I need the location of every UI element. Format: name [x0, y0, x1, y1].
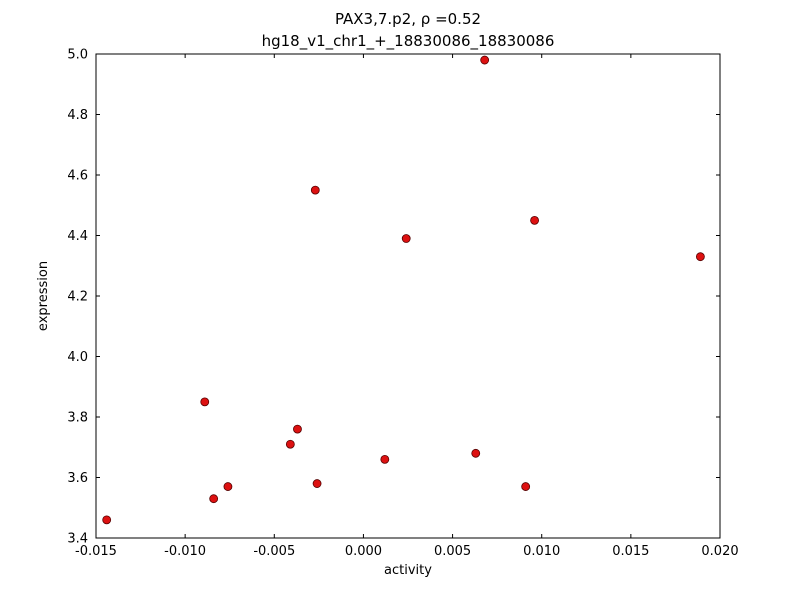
data-point	[200, 397, 210, 407]
x-tick-label: -0.005	[253, 544, 295, 559]
y-tick-label: 5.0	[67, 48, 88, 63]
data-point	[401, 234, 411, 243]
y-tick-label: 4.4	[67, 229, 88, 244]
data-point	[312, 479, 322, 488]
data-point	[293, 424, 302, 434]
chart-title-line1: PAX3,7.p2, ρ =0.52	[335, 10, 481, 28]
data-point	[102, 515, 112, 525]
x-tick-label: -0.015	[75, 544, 117, 559]
x-tick-label: 0.005	[434, 544, 471, 559]
data-point	[223, 482, 233, 491]
y-tick-label: 4.8	[67, 108, 88, 123]
x-tick-label: 0.015	[612, 544, 649, 559]
chart-title-line2: hg18_v1_chr1_+_18830086_18830086	[262, 32, 555, 51]
y-tick-label: 4.0	[67, 350, 88, 365]
x-tick-label: 0.020	[701, 544, 738, 559]
y-tick-label: 4.6	[67, 169, 88, 184]
data-point	[521, 482, 531, 491]
data-point	[695, 252, 705, 262]
y-tick-label: 3.8	[67, 411, 88, 426]
data-point	[310, 185, 320, 195]
data-point	[471, 448, 481, 458]
data-point	[530, 215, 539, 225]
axis-ticks	[95, 53, 721, 539]
x-tick-label: 0.010	[523, 544, 560, 559]
data-point	[285, 439, 295, 449]
y-tick-label: 4.2	[67, 290, 88, 305]
axis-tick-labels: -0.015 -0.010 -0.005 0.000 0.005 0.010 0.015 0.…	[67, 48, 738, 560]
y-axis-label: expression	[36, 261, 51, 331]
x-tick-label: -0.010	[164, 544, 206, 559]
data-point	[209, 494, 219, 504]
data-points	[102, 55, 705, 525]
x-tick-label: 0.000	[345, 544, 382, 559]
x-axis-label: activity	[384, 563, 432, 578]
axes-frame	[95, 53, 721, 539]
y-tick-label: 3.4	[67, 532, 88, 547]
data-point	[380, 454, 390, 464]
y-tick-label: 3.6	[67, 471, 88, 486]
data-point	[480, 55, 490, 65]
